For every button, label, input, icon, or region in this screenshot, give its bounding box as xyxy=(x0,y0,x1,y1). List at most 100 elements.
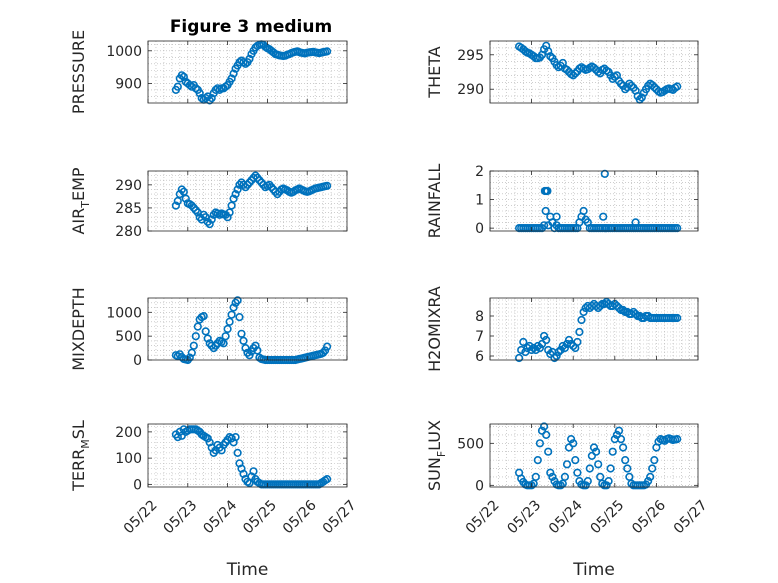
data-point xyxy=(177,71,186,80)
data-point xyxy=(623,464,632,473)
data-point xyxy=(587,451,597,461)
data-point xyxy=(321,346,330,355)
data-point xyxy=(323,47,332,56)
data-point xyxy=(566,435,576,444)
data-point xyxy=(612,430,622,440)
axes-box xyxy=(147,170,348,232)
data-point xyxy=(179,187,188,196)
y-tick-label: 0 xyxy=(133,353,142,369)
data-point xyxy=(562,65,572,74)
data-point xyxy=(673,224,682,233)
data-point xyxy=(514,353,524,363)
grid xyxy=(148,41,347,103)
data-point xyxy=(552,212,561,221)
data-point xyxy=(215,85,224,94)
data-point xyxy=(223,324,232,334)
data-point xyxy=(550,353,559,363)
y-tick-label: 0 xyxy=(475,221,484,237)
data-point xyxy=(577,315,586,325)
grid xyxy=(490,171,698,231)
data-point xyxy=(673,82,682,91)
data-point xyxy=(599,212,608,221)
data-point xyxy=(542,335,551,345)
data-point xyxy=(631,309,640,319)
data-point xyxy=(542,430,551,440)
data-point xyxy=(579,206,588,216)
data-point xyxy=(564,443,574,452)
data-point xyxy=(229,69,238,78)
data-point xyxy=(554,347,563,357)
data-point xyxy=(225,317,234,326)
data-point xyxy=(539,331,549,341)
subplot-mixdepth: 0 500 1000 MIXDEPTH xyxy=(69,287,348,371)
data-point xyxy=(533,456,542,465)
series-markers xyxy=(514,41,682,104)
data-point xyxy=(207,215,216,224)
y-tick-label: 2 xyxy=(475,164,484,180)
y-tick-label: 290 xyxy=(457,82,484,98)
data-point xyxy=(185,353,194,362)
y-tick-label: 1000 xyxy=(106,44,142,60)
data-point xyxy=(562,460,572,469)
data-point xyxy=(625,79,634,88)
data-point xyxy=(537,426,547,435)
data-point xyxy=(614,303,624,313)
data-point xyxy=(614,426,624,435)
data-point xyxy=(249,467,258,476)
data-point xyxy=(621,456,630,465)
data-point xyxy=(585,464,594,473)
axes-box xyxy=(147,40,348,104)
data-point xyxy=(589,63,599,72)
data-point xyxy=(579,307,588,317)
y-tick-label: 0 xyxy=(475,478,484,494)
data-point xyxy=(189,341,198,350)
data-point xyxy=(179,72,188,81)
data-point xyxy=(225,208,234,217)
data-point xyxy=(594,460,603,469)
y-tick-label: 280 xyxy=(115,224,142,240)
subplot-air-temp: 280 285 290 AIRTEMP xyxy=(69,167,348,240)
data-point xyxy=(519,337,528,347)
data-point xyxy=(227,310,236,319)
y-tick-label: 500 xyxy=(115,329,142,345)
data-point xyxy=(531,345,540,355)
data-point xyxy=(199,312,208,321)
data-point xyxy=(673,435,682,444)
data-point xyxy=(573,468,582,477)
data-point xyxy=(540,186,550,196)
data-point xyxy=(601,224,610,233)
data-point xyxy=(245,54,254,64)
data-point xyxy=(527,345,536,355)
y-tick-label: 1000 xyxy=(106,305,142,321)
y-axis-label: PRESSURE xyxy=(69,30,88,114)
subplot-rainfall: 0 1 2 RAINFALL xyxy=(425,164,699,238)
data-point xyxy=(173,82,182,91)
data-point xyxy=(571,69,580,78)
grid xyxy=(490,298,698,360)
x-axis-label: Time xyxy=(226,560,269,580)
y-tick-label: 6 xyxy=(475,349,484,365)
data-point xyxy=(569,71,578,80)
axes-box xyxy=(489,170,699,232)
y-axis-label: H2OMIXRA xyxy=(425,286,444,372)
data-point xyxy=(608,447,617,456)
series-markers xyxy=(514,169,682,233)
data-point xyxy=(573,337,582,347)
data-point xyxy=(606,464,615,473)
data-point xyxy=(239,58,248,67)
data-point xyxy=(235,313,244,322)
data-point xyxy=(241,59,250,68)
y-tick-label: 290 xyxy=(115,178,142,194)
data-point xyxy=(205,220,214,229)
plot-area xyxy=(490,424,698,487)
data-point xyxy=(539,221,549,230)
data-point xyxy=(648,80,657,90)
series-markers xyxy=(171,296,332,365)
data-point xyxy=(531,472,540,482)
data-point xyxy=(560,472,570,482)
plot-area xyxy=(490,171,698,231)
data-point xyxy=(539,422,549,431)
data-point xyxy=(229,194,238,203)
y-tick-label: 500 xyxy=(457,436,484,452)
